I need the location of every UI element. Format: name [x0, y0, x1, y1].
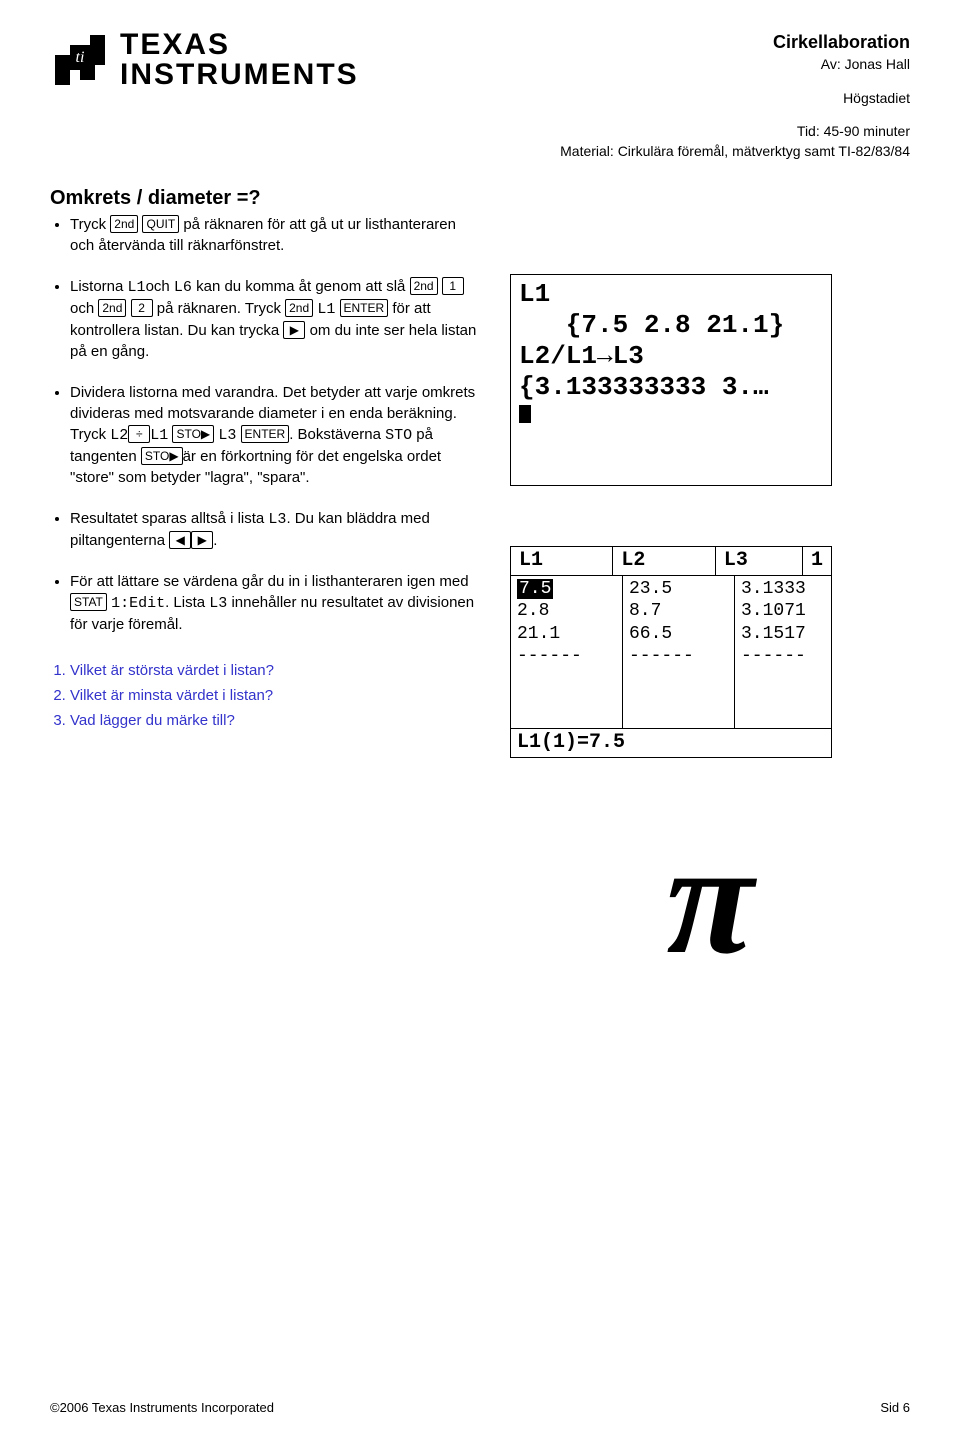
header-meta: Cirkellaboration Av: Jonas Hall Högstadi… — [560, 30, 910, 162]
page-footer: ©2006 Texas Instruments Incorporated Sid… — [50, 1400, 910, 1415]
key-stat: STAT — [70, 593, 107, 611]
brand-bottom: INSTRUMENTS — [120, 60, 359, 90]
instructions-column: Tryck 2nd QUIT på räknaren för att gå ut… — [50, 214, 480, 1380]
key-left: ◀ — [169, 531, 191, 549]
key-sto: STO▶ — [141, 447, 183, 465]
bullet-1: Tryck 2nd QUIT på räknaren för att gå ut… — [70, 214, 480, 256]
screen2-h2: L2 — [613, 547, 715, 575]
bullet-4: Resultatet sparas alltså i lista L3. Du … — [70, 508, 480, 551]
screen2-col1: 7.5 2.8 21.1 ------ — [511, 576, 623, 728]
screenshots-column: L1 {7.5 2.8 21.1} L2/L1→L3 {3.133333333 … — [510, 214, 910, 1380]
pi-symbol: π — [510, 818, 910, 978]
key-right: ▶ — [283, 321, 305, 339]
screen2-h3: L3 — [716, 547, 803, 575]
section-title: Omkrets / diameter =? — [50, 187, 910, 210]
material-line: Material: Cirkulära föremål, mätverktyg … — [560, 142, 910, 162]
question-1: Vilket är största värdet i listan? — [70, 660, 480, 681]
brand-top: TEXAS — [120, 30, 359, 60]
bullet-2: Listorna L1och L6 kan du komma åt genom … — [70, 276, 480, 362]
screen1-line1b: {7.5 2.8 21.1} — [519, 310, 823, 341]
questions-list: Vilket är största värdet i listan? Vilke… — [50, 660, 480, 731]
key-2nd: 2nd — [110, 215, 138, 233]
page-header: ti TEXAS INSTRUMENTS Cirkellaboration Av… — [50, 30, 910, 162]
screen2-h1: L1 — [511, 547, 613, 575]
calc-screen-1: L1 {7.5 2.8 21.1} L2/L1→L3 {3.133333333 … — [510, 274, 832, 486]
author-line: Av: Jonas Hall — [560, 55, 910, 75]
screen2-bottom: L1(1)=7.5 — [511, 728, 831, 757]
svg-text:ti: ti — [76, 49, 85, 66]
screen1-line1: L1 — [519, 279, 823, 310]
key-quit: QUIT — [142, 215, 179, 233]
level-line: Högstadiet — [560, 89, 910, 109]
brand-logo: ti TEXAS INSTRUMENTS — [50, 30, 359, 90]
key-right: ▶ — [191, 531, 213, 549]
bullet-5: För att lättare se värdena går du in i l… — [70, 571, 480, 635]
key-2nd: 2nd — [98, 299, 126, 317]
footer-right: Sid 6 — [880, 1400, 910, 1415]
key-2nd: 2nd — [410, 277, 438, 295]
question-3: Vad lägger du märke till? — [70, 710, 480, 731]
ti-logo-icon: ti — [50, 30, 110, 90]
cursor-icon — [519, 405, 531, 423]
screen1-line2: L2/L1→L3 — [519, 341, 823, 372]
doc-title: Cirkellaboration — [560, 30, 910, 55]
key-divide: ÷ — [128, 425, 150, 443]
key-enter: ENTER — [340, 299, 389, 317]
question-2: Vilket är minsta värdet i listan? — [70, 685, 480, 706]
key-sto: STO▶ — [172, 425, 214, 443]
screen1-line3: {3.133333333 3.… — [519, 372, 823, 403]
screen2-col2: 23.5 8.7 66.5 ------ — [623, 576, 735, 728]
key-enter: ENTER — [241, 425, 290, 443]
screen2-col3: 3.1333 3.1071 3.1517 ------ — [735, 576, 831, 728]
key-2nd: 2nd — [285, 299, 313, 317]
footer-left: ©2006 Texas Instruments Incorporated — [50, 1400, 274, 1415]
screen2-h4: 1 — [803, 547, 831, 575]
key-2: 2 — [131, 299, 153, 317]
calc-screen-2: L1 L2 L3 1 7.5 2.8 21.1 ------ 23.5 8.7 — [510, 546, 832, 758]
key-1: 1 — [442, 277, 464, 295]
time-line: Tid: 45-90 minuter — [560, 122, 910, 142]
bullet-3: Dividera listorna med varandra. Det bety… — [70, 382, 480, 488]
